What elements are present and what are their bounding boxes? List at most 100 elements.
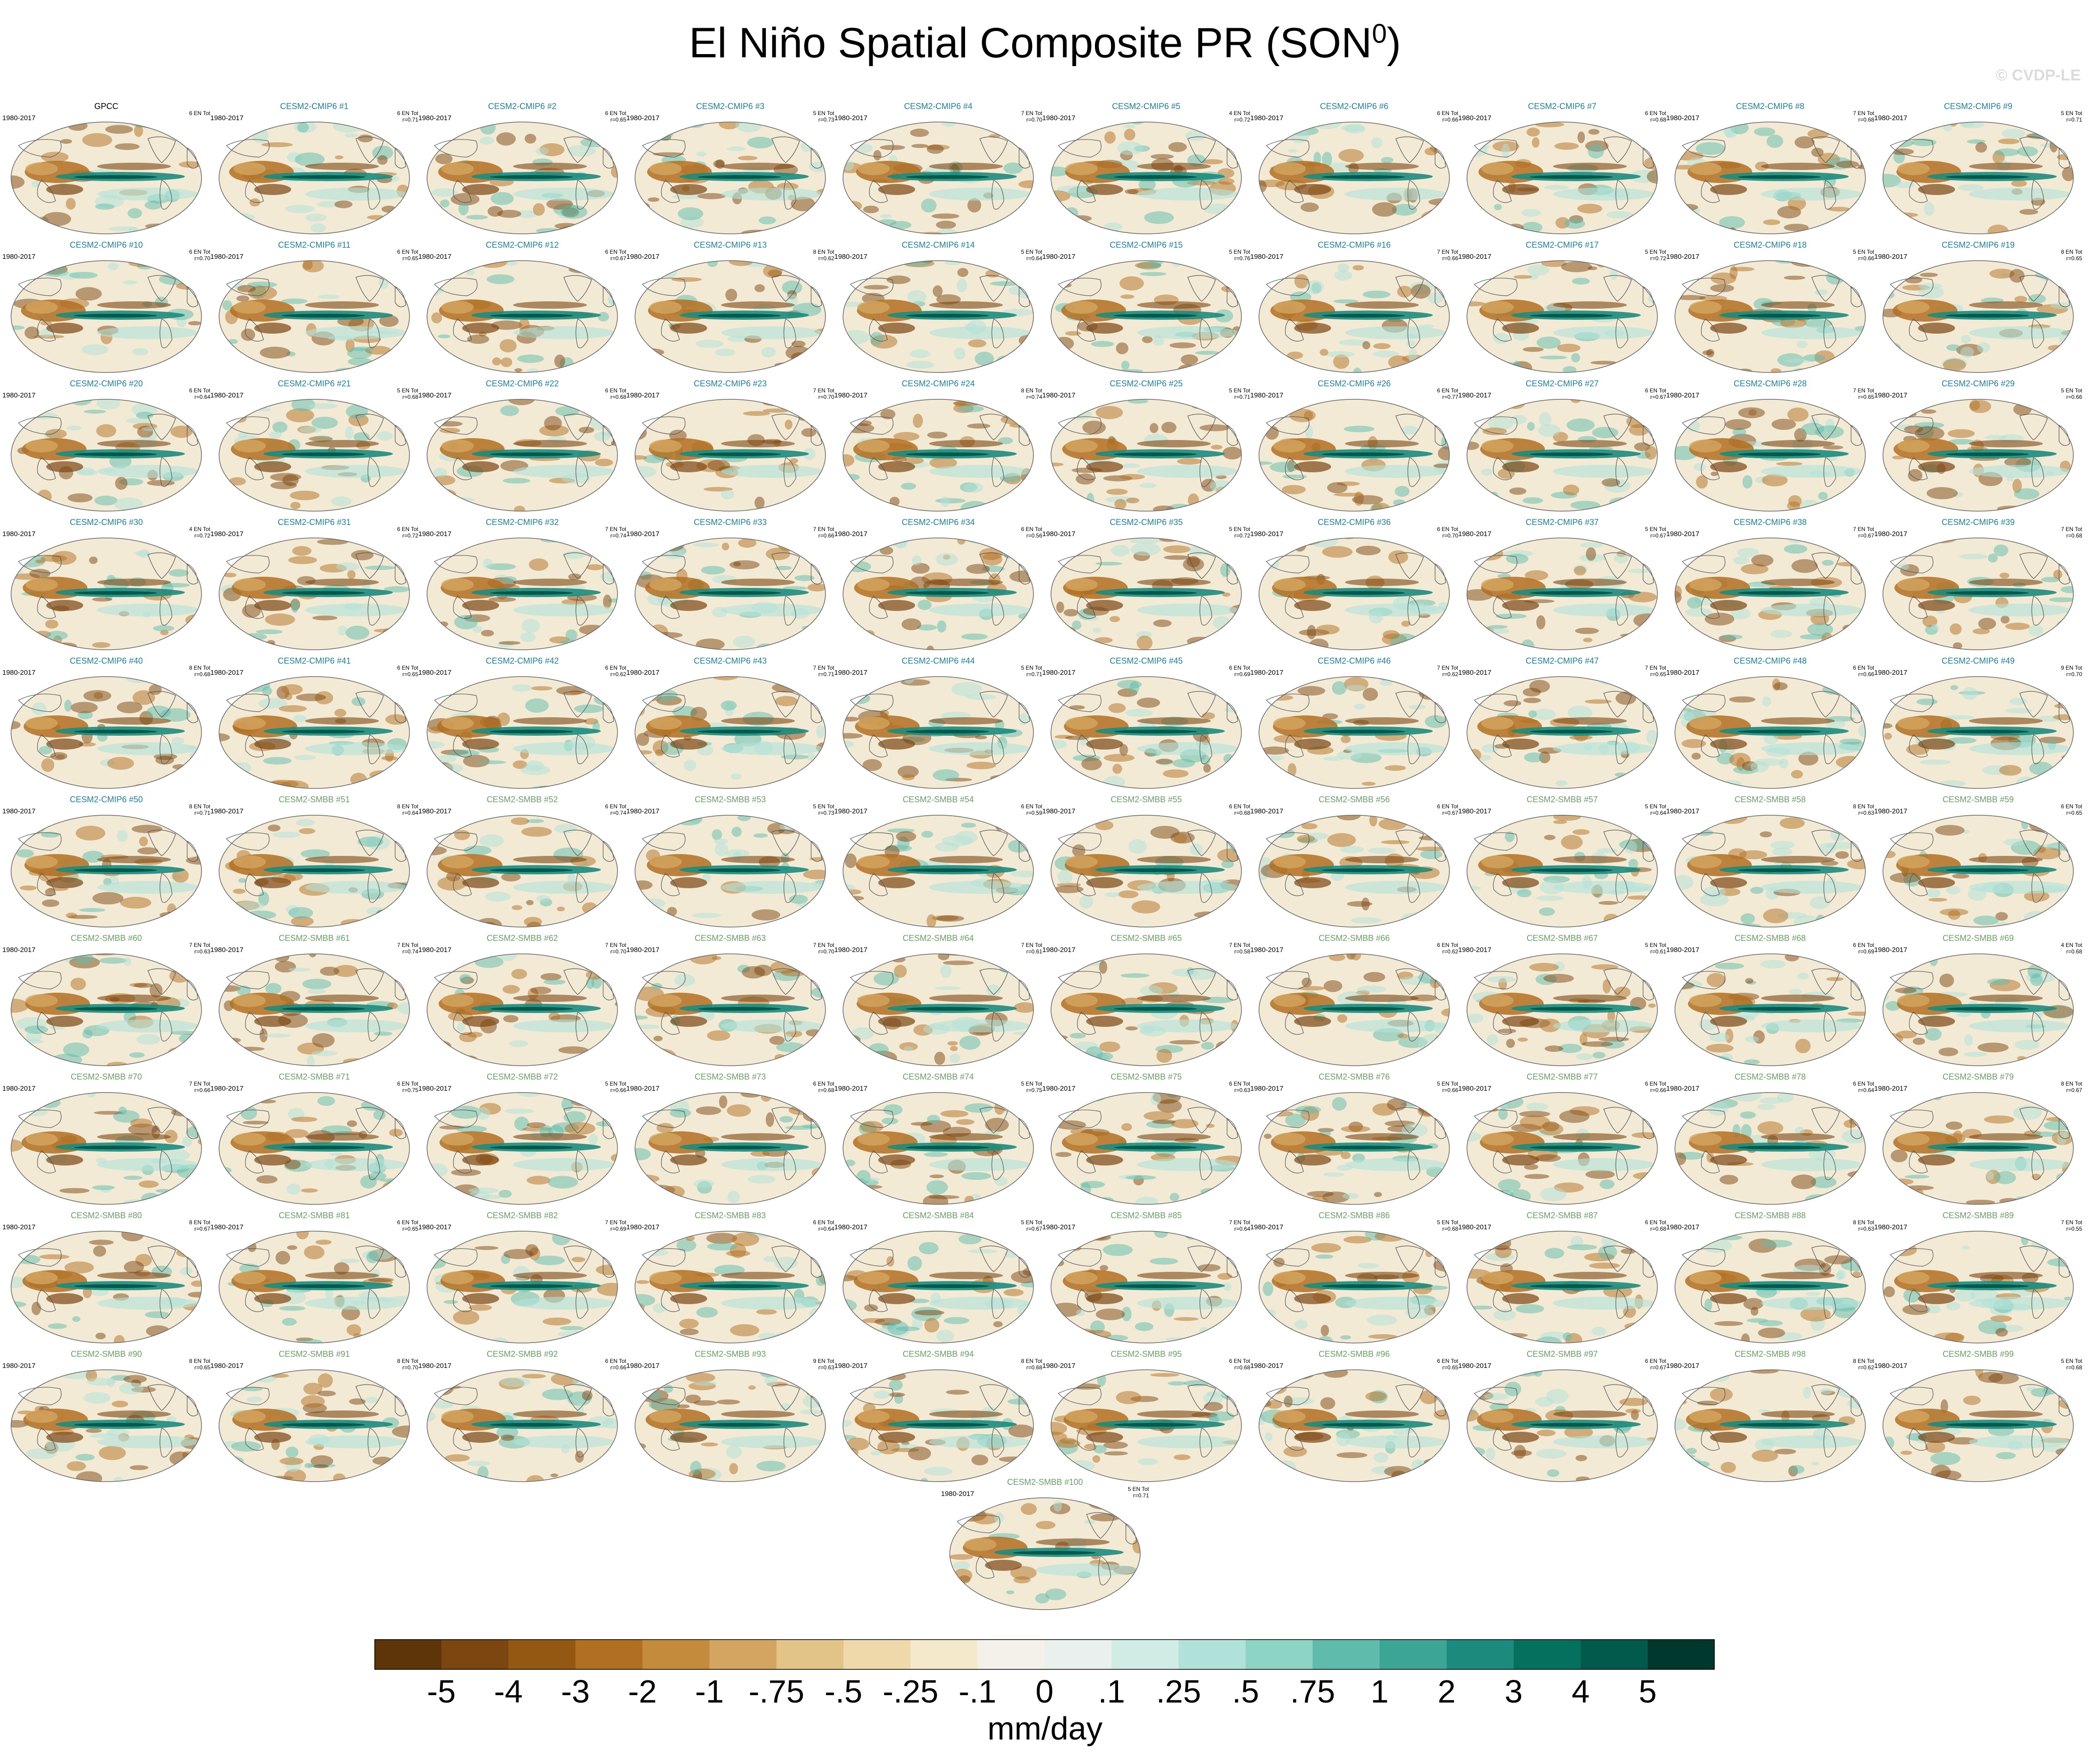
wet-anomaly: [2005, 708, 2033, 714]
dry-anomaly: [603, 594, 612, 609]
dry-anomaly: [777, 1063, 787, 1066]
chart-title: El Niño Spatial Composite PR (SON0): [0, 18, 2090, 68]
dry-anomaly: [381, 206, 397, 213]
wet-anomaly: [691, 913, 721, 918]
wet-anomaly: [907, 1256, 922, 1271]
map-panel: CESM2-CMIP6 #11 1980-2017 6 EN Tot r=0.65: [210, 239, 418, 378]
wet-anomaly: [1259, 370, 1277, 372]
dry-anomaly: [880, 145, 905, 150]
dry-anomaly: [2009, 269, 2025, 283]
panel-title: GPCC: [94, 102, 118, 111]
dry-anomaly-south: [1918, 739, 1955, 750]
dry-anomaly-south: [878, 1016, 915, 1027]
dry-anomaly: [132, 690, 155, 705]
coastline: [245, 318, 264, 342]
robinson-map: [843, 676, 1034, 789]
dry-anomaly-north-pacific: [1969, 856, 2043, 863]
wet-anomaly: [397, 1002, 409, 1015]
wet-anomaly: [1596, 848, 1618, 854]
wet-anomaly: [307, 988, 326, 995]
dry-anomaly-core: [1273, 855, 1306, 868]
coastline: [1227, 425, 1238, 446]
panel-stat: 7 EN Tot r=0.68: [2061, 526, 2082, 539]
map-panel: CESM2-SMBB #64 1980-2017 7 EN Tot r=0.61: [834, 933, 1042, 1071]
wet-anomaly: [1566, 418, 1595, 432]
wet-anomaly: [461, 1093, 474, 1099]
coastline: [1643, 563, 1654, 585]
wet-anomaly: [1095, 562, 1123, 566]
wet-anomaly: [126, 418, 152, 424]
dry-anomaly: [1644, 156, 1657, 171]
wet-anomaly: [896, 1326, 920, 1331]
robinson-map: [1882, 815, 2074, 928]
wet-anomaly-south-pacific: [1761, 326, 1863, 339]
dry-anomaly: [227, 955, 247, 962]
globe-outline: [1674, 953, 1866, 1066]
wet-anomaly: [951, 682, 982, 696]
wet-anomaly: [299, 426, 322, 433]
wet-anomaly: [159, 366, 183, 372]
coastline: [2031, 734, 2044, 764]
dry-anomaly: [427, 1256, 436, 1263]
wet-anomaly: [385, 545, 401, 556]
wet-anomaly: [714, 842, 729, 856]
dry-anomaly-south: [1086, 1016, 1123, 1027]
dry-anomaly: [1554, 142, 1579, 150]
panel-title: CESM2-SMBB #83: [694, 1211, 766, 1220]
coastline: [187, 979, 198, 1001]
dry-anomaly: [291, 916, 314, 927]
dry-anomaly: [149, 983, 163, 998]
wet-anomaly: [182, 1136, 192, 1147]
wet-anomaly: [308, 403, 337, 409]
robinson-map: [11, 815, 202, 928]
dry-anomaly: [107, 757, 134, 770]
wet-anomaly: [1572, 277, 1590, 285]
wet-anomaly: [177, 273, 202, 277]
wet-anomaly: [1723, 123, 1735, 138]
wet-anomaly: [265, 983, 282, 995]
panel-stat: 5 EN Tot r=0.76: [1229, 249, 1250, 262]
dry-anomaly: [1637, 399, 1657, 405]
dry-anomaly: [1926, 487, 1958, 500]
wet-anomaly: [943, 1317, 970, 1325]
panel-stat: 6 EN Tot r=0.71: [397, 110, 418, 123]
wet-anomaly: [129, 1052, 145, 1058]
wet-anomaly: [1675, 962, 1695, 977]
wet-anomaly: [86, 1093, 97, 1098]
robinson-map: [1467, 122, 1658, 234]
globe-outline: [1051, 122, 1242, 234]
coastline: [1285, 1150, 1304, 1173]
panel-stat: 9 EN Tot r=0.70: [2061, 665, 2082, 678]
dry-anomaly: [543, 1317, 571, 1325]
coastline: [661, 457, 680, 480]
wet-anomaly: [224, 213, 256, 222]
globe-outline: [635, 1092, 826, 1205]
dry-anomaly: [1844, 913, 1855, 919]
panel-years: 1980-2017: [834, 946, 868, 954]
wet-anomaly: [245, 910, 276, 920]
wet-anomaly: [1943, 715, 1974, 720]
globe-outline: [219, 537, 410, 650]
dry-anomaly-south: [1294, 1016, 1331, 1027]
dry-anomaly: [889, 496, 900, 507]
wet-anomaly: [168, 923, 177, 927]
panel-stat: 5 EN Tot r=0.68: [397, 387, 418, 400]
wet-anomaly: [1500, 501, 1510, 511]
panel-title: CESM2-CMIP6 #50: [69, 795, 143, 804]
wet-anomaly-south-pacific: [1553, 604, 1655, 616]
dry-anomaly: [712, 956, 721, 960]
wet-anomaly: [1910, 403, 1921, 408]
dry-anomaly: [805, 497, 814, 502]
wet-anomaly: [1533, 708, 1556, 720]
coastline: [187, 1257, 198, 1278]
dry-anomaly: [656, 505, 673, 511]
panel-title: CESM2-SMBB #57: [1526, 795, 1598, 804]
dry-anomaly: [726, 1250, 751, 1257]
coastline: [453, 734, 472, 757]
wet-anomaly: [701, 566, 726, 575]
coastline: [1909, 734, 1928, 757]
wet-anomaly: [1707, 1101, 1729, 1116]
wet-anomaly-core: [698, 868, 781, 872]
wet-anomaly: [1536, 895, 1564, 901]
robinson-map: [1467, 676, 1658, 789]
